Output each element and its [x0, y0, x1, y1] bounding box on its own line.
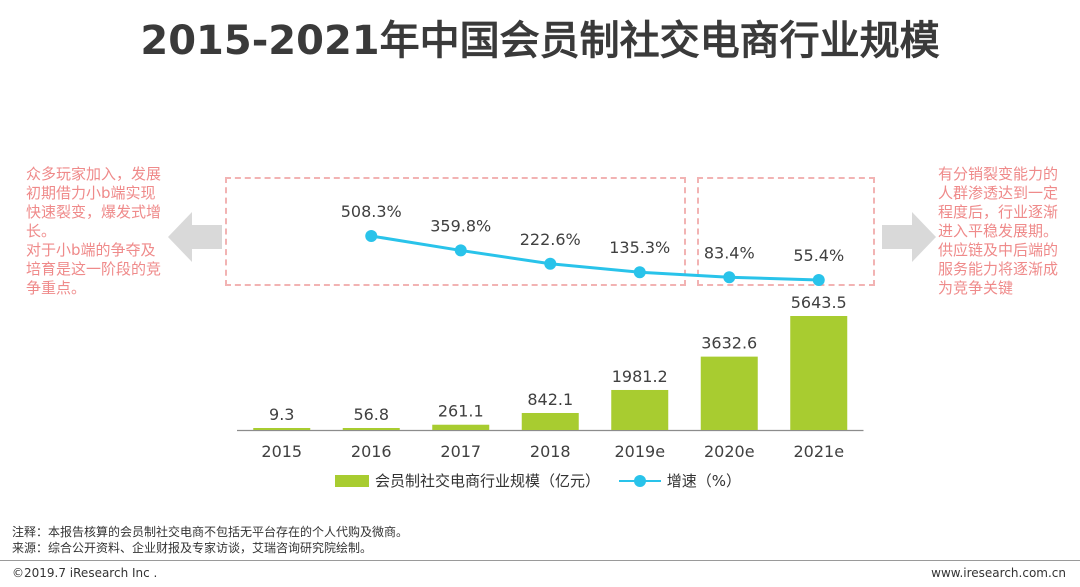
bar-label-2021e: 5643.5	[791, 293, 847, 312]
growth-rate-line	[371, 234, 819, 282]
growth-point-2019e	[633, 266, 646, 279]
bar-2016	[342, 428, 400, 430]
footer-website: www.iresearch.com.cn	[931, 566, 1066, 580]
right-annotation-line-1: 有分销裂变能力的人群渗透达到一定程度后，行业逐渐进入平稳发展期。	[938, 165, 1059, 240]
footnote-note: 注释：本报告核算的会员制社交电商不包括无平台存在的个人代购及微商。	[12, 525, 409, 539]
legend-bar-label: 会员制社交电商行业规模（亿元）	[375, 472, 601, 490]
chart-legend: 会员制社交电商行业规模（亿元） 增速（%）	[335, 470, 755, 491]
legend-line-swatch	[618, 474, 661, 487]
growth-phase-box	[225, 177, 686, 286]
bar-2015	[253, 428, 311, 430]
bar-2017	[432, 424, 490, 430]
x-tick-2015: 2015	[261, 442, 302, 461]
growth-label-2018: 222.6%	[520, 230, 581, 249]
right-annotation-line-2: 供应链及中后端的服务能力将逐渐成为竞争关键	[938, 241, 1059, 297]
bar-label-2016: 56.8	[353, 405, 389, 424]
bar-label-2020e: 3632.6	[701, 334, 757, 353]
footnote-source: 来源：综合公开资料、企业财报及专家访谈，艾瑞咨询研究院绘制。	[12, 541, 373, 555]
growth-label-2019e: 135.3%	[609, 238, 670, 257]
growth-point-2020e	[723, 271, 736, 284]
bar-2021e	[790, 316, 848, 430]
bar-label-2019e: 1981.2	[612, 367, 668, 386]
bar-label-2018: 842.1	[527, 390, 573, 409]
x-tick-2021e: 2021e	[793, 442, 844, 461]
left-annotation-line-2: 对于小b端的争夺及培育是这一阶段的竞争重点。	[26, 241, 162, 297]
growth-label-2020e: 83.4%	[704, 243, 755, 262]
footer-divider	[0, 560, 1080, 561]
legend-bar-swatch	[335, 474, 369, 487]
legend-line-item: 增速（%）	[618, 470, 742, 491]
left-annotation: 众多玩家加入，发展初期借力小b端实现快速裂变，爆发式增长。 对于小b端的争夺及培…	[26, 165, 166, 298]
growth-point-2016	[365, 230, 378, 242]
left-annotation-line-1: 众多玩家加入，发展初期借力小b端实现快速裂变，爆发式增长。	[26, 165, 162, 240]
bar-label-2017: 261.1	[438, 402, 484, 421]
bar-2019e	[611, 389, 669, 430]
stable-phase-box	[697, 177, 875, 286]
growth-label-2021e: 55.4%	[793, 246, 844, 265]
bar-2018	[521, 412, 579, 430]
growth-point-2017	[454, 244, 467, 257]
x-tick-2019e: 2019e	[614, 442, 665, 461]
footer-copyright: ©2019.7 iResearch Inc .	[12, 566, 158, 580]
growth-point-2018	[544, 257, 557, 270]
x-tick-2017: 2017	[440, 442, 481, 461]
growth-label-2017: 359.8%	[430, 216, 491, 235]
x-tick-2020e: 2020e	[704, 442, 755, 461]
right-annotation: 有分销裂变能力的人群渗透达到一定程度后，行业逐渐进入平稳发展期。 供应链及中后端…	[938, 165, 1063, 298]
x-tick-2018: 2018	[530, 442, 571, 461]
legend-line-label: 增速（%）	[666, 472, 742, 490]
legend-bar-item: 会员制社交电商行业规模（亿元）	[335, 470, 600, 491]
left-arrow-icon	[168, 212, 222, 262]
growth-point-2021e	[812, 274, 825, 286]
bar-label-2015: 9.3	[269, 405, 294, 424]
chart-canvas: 9.3 2015 56.8 2016 261.1 2017 842.1 2018 1981.2 2…	[237, 202, 864, 461]
growth-label-2016: 508.3%	[341, 202, 402, 221]
right-arrow-icon	[882, 212, 936, 262]
chart-title: 2015-2021年中国会员制社交电商行业规模	[140, 18, 940, 64]
x-tick-2016: 2016	[351, 442, 392, 461]
bar-2020e	[700, 356, 758, 430]
